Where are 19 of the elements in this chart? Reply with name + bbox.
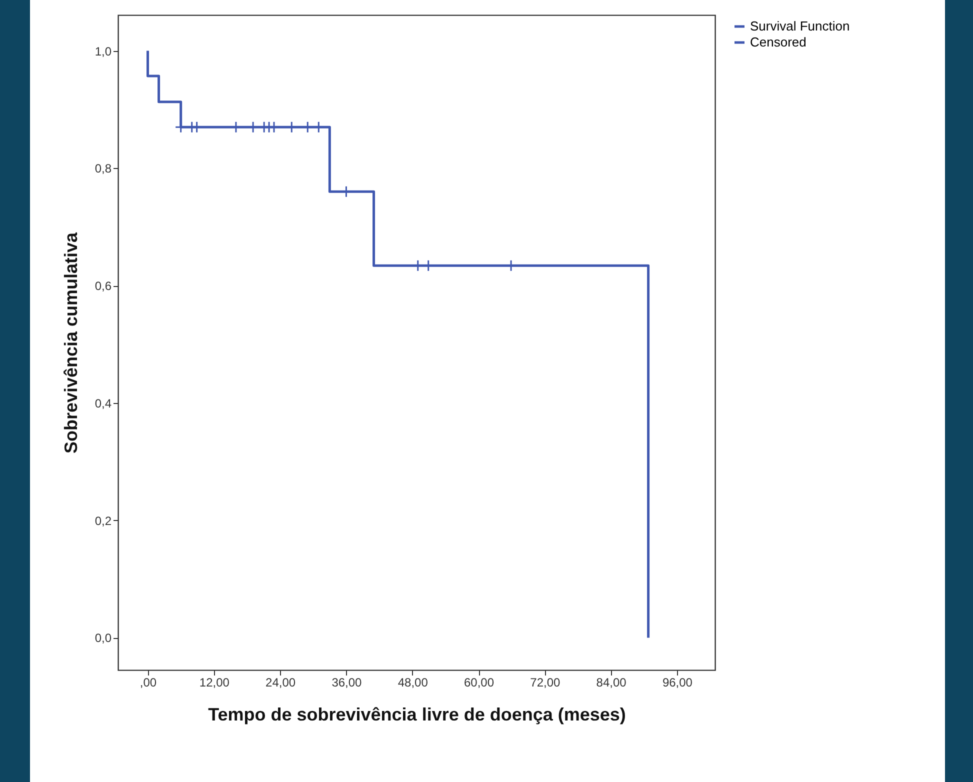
- y-tick-label: 0,8: [94, 162, 112, 176]
- y-tick-label: 0,4: [94, 396, 112, 410]
- y-tick-label: 0,6: [94, 279, 112, 294]
- y-tick-label: 0,2: [94, 514, 112, 528]
- y-axis-title: Sobrevivência cumulativa: [60, 231, 81, 454]
- x-tick-label: 84,00: [596, 676, 627, 690]
- x-tick-label: 72,00: [530, 676, 561, 690]
- y-tick-label: 1,0: [94, 44, 112, 58]
- legend-label: Censored: [750, 34, 806, 50]
- y-tick-label: 0,0: [94, 631, 112, 646]
- x-axis-title: Tempo de sobrevivência livre de doença (meses): [208, 704, 626, 724]
- x-tick-label: 60,00: [464, 676, 494, 690]
- x-tick-label: 24,00: [266, 676, 296, 690]
- x-tick-label: 96,00: [662, 676, 693, 690]
- x-tick-label: 12,00: [199, 676, 230, 690]
- x-tick-label: ,00: [140, 676, 157, 690]
- legend-label: Survival Function: [750, 18, 850, 34]
- x-tick-label: 36,00: [332, 676, 362, 690]
- x-tick-label: 48,00: [398, 676, 428, 690]
